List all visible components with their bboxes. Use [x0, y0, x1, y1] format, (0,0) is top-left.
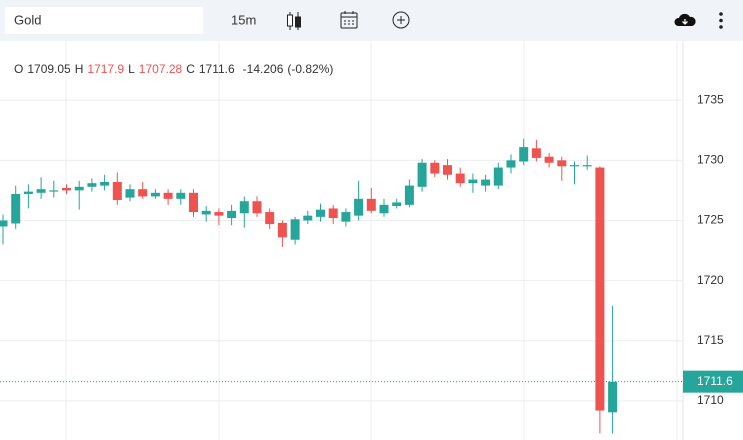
- candle-body: [328, 208, 338, 219]
- candle-body: [417, 162, 427, 187]
- ohlc-value: 1711.6: [199, 62, 235, 76]
- candle-body: [443, 165, 452, 175]
- change-percent: (-0.82%): [287, 62, 333, 76]
- y-tick-label: 1720: [697, 273, 724, 287]
- candle-body: [531, 148, 541, 158]
- candle-body: [493, 167, 503, 186]
- candle-body: [74, 186, 84, 191]
- candle-body: [150, 192, 160, 197]
- last-price-label: 1711.6: [697, 374, 733, 388]
- candle-body: [468, 179, 478, 184]
- candle-body: [582, 165, 592, 167]
- candle-body: [189, 192, 198, 213]
- candle-body: [366, 198, 376, 211]
- candle-body: [316, 209, 325, 217]
- candle-body: [252, 201, 262, 214]
- candle-type-button[interactable]: [287, 12, 301, 30]
- candle-body: [341, 212, 351, 222]
- candle-body: [379, 204, 389, 214]
- candle-body: [430, 162, 440, 174]
- y-tick-label: 1715: [697, 333, 724, 347]
- candle-body: [227, 210, 237, 219]
- candle-body: [404, 185, 414, 205]
- candle-body: [455, 173, 465, 184]
- candle-body: [11, 194, 21, 224]
- ohlc-key: H: [75, 62, 84, 76]
- candle-body: [112, 181, 122, 201]
- vertical-grid: [65, 41, 678, 440]
- candle-body: [277, 222, 287, 238]
- candle-body: [62, 187, 71, 191]
- candle-body: [481, 179, 491, 186]
- ohlc-value: 1707.28: [139, 62, 183, 76]
- menu-button[interactable]: [719, 12, 723, 29]
- candle-body: [354, 198, 364, 216]
- candle-body: [0, 220, 8, 227]
- candle-body: [392, 202, 402, 207]
- last-price-box: [683, 370, 743, 393]
- candle-body: [176, 192, 186, 199]
- ohlc-key: O: [14, 62, 23, 76]
- candle-body: [290, 219, 300, 240]
- candle-body: [138, 189, 148, 197]
- candle-body: [125, 189, 135, 198]
- candle-body: [506, 160, 516, 168]
- change: -14.206: [243, 62, 284, 76]
- candle-body: [100, 181, 110, 186]
- candle-body: [595, 167, 605, 411]
- candle-body: [303, 215, 313, 221]
- candle-body: [87, 183, 97, 187]
- candle-body: [608, 381, 618, 413]
- ohlc-value: 1717.9: [87, 62, 124, 76]
- candle-body: [201, 210, 211, 215]
- candle-body: [163, 192, 173, 199]
- candle-body: [570, 165, 579, 167]
- y-tick-label: 1730: [697, 152, 724, 166]
- cloud-button[interactable]: [674, 13, 696, 26]
- candle-body: [557, 160, 567, 167]
- candle-body: [519, 147, 529, 162]
- y-tick-label: 1710: [697, 393, 724, 407]
- y-tick-label: 1725: [697, 213, 724, 227]
- candle-body: [544, 156, 554, 163]
- candle-body: [23, 191, 33, 195]
- candle-body: [265, 212, 275, 225]
- add-button[interactable]: [392, 11, 410, 29]
- interval[interactable]: 15m: [231, 12, 256, 27]
- candle-body: [36, 189, 46, 193]
- candle-body: [49, 190, 59, 192]
- ohlc-legend: O 1709.05 H 1717.9 L 1707.28 C 1711.6 -14.206 (-0…: [14, 62, 333, 76]
- ohlc-value: 1709.05: [27, 62, 71, 76]
- candle-body: [239, 201, 249, 214]
- y-tick-label: 1735: [697, 92, 724, 106]
- symbol: Gold: [14, 12, 41, 27]
- ohlc-key: C: [186, 62, 195, 76]
- ohlc-key: L: [128, 62, 135, 76]
- symbol-input[interactable]: [5, 7, 203, 34]
- calendar-button[interactable]: [340, 11, 358, 29]
- candle-body: [214, 212, 224, 216]
